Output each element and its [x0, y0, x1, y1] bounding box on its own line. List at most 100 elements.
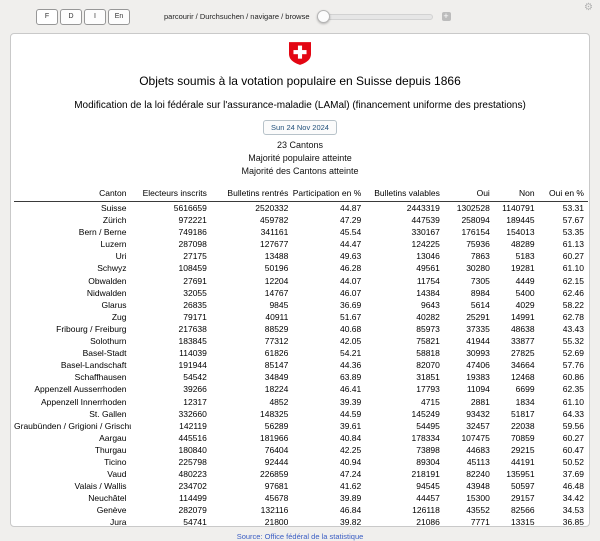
table-cell: 2443319: [406, 203, 440, 213]
table-cell: Basel-Landschaft: [60, 360, 127, 371]
table-cell: 62.78: [562, 311, 584, 322]
table-cell: 19281: [510, 263, 535, 274]
table-cell: 36.69: [339, 299, 362, 310]
table-cell: 183845: [178, 336, 207, 347]
table-row: Genève 282079 132116 46.84 126118 43552 82566 3…: [14, 504, 588, 516]
table-row: Suisse 5616659 2520332 44.87 2443319 1302528 1…: [14, 202, 588, 215]
table-cell: 43948: [466, 481, 490, 492]
table-cell: 44.87: [339, 203, 362, 213]
table-cell: 46.28: [339, 263, 362, 274]
table-cell: 29215: [510, 444, 535, 455]
table-cell: 445516: [178, 432, 207, 443]
table-cell: Nidwalden: [86, 287, 127, 298]
table-cell: 17793: [416, 384, 440, 395]
toolbar: F D I En parcourir / Durchsuchen / navig…: [0, 0, 600, 33]
table-cell: Basel-Stadt: [82, 348, 127, 359]
table-cell: 7305: [470, 275, 490, 286]
cantons-count: 23 Cantons: [276, 140, 324, 150]
table-cell: Valais / Wallis: [74, 481, 127, 492]
table-cell: 62.35: [562, 384, 584, 395]
browse-slider[interactable]: [316, 9, 433, 23]
table-cell: 218191: [411, 469, 440, 480]
date-badge[interactable]: Sun 24 Nov 2024: [263, 120, 337, 135]
table-cell: 54741: [183, 517, 207, 528]
table-header-row: Canton Electeurs inscrits Bulletins rent…: [14, 186, 588, 202]
table-cell: Schwyz: [97, 263, 127, 274]
table-row: Uri 27175 13488 49.63 13046 7863 5183 60.27: [14, 250, 588, 262]
table-cell: 142119: [179, 420, 207, 431]
table-row: Schwyz 108459 50196 46.28 49561 30280 19281 61.…: [14, 262, 588, 274]
table-cell: 226859: [260, 469, 289, 480]
table-cell: 29157: [510, 493, 535, 504]
lang-button-i[interactable]: I: [84, 8, 106, 25]
table-row: Appenzell Innerrhoden 12317 4852 39.39 4715 2…: [14, 396, 588, 408]
page-title: Objets soumis à la votation populaire en…: [139, 74, 461, 88]
table-row: Glarus 26835 9845 36.69 9643 5614 4029 58.22: [14, 299, 588, 311]
table-cell: 41.62: [339, 481, 362, 492]
slider-thumb[interactable]: [316, 9, 330, 23]
table-cell: 258094: [461, 215, 490, 226]
table-cell: 61826: [264, 348, 289, 359]
table-cell: Solothurn: [90, 336, 127, 347]
table-cell: 26835: [183, 299, 207, 310]
table-row: Schaffhausen 54542 34849 63.89 31851 19383 124…: [14, 371, 588, 383]
table-cell: 44.59: [339, 408, 362, 419]
table-row: Aargau 445516 181966 40.84 178334 107475 70859…: [14, 432, 588, 444]
table-row: Jura 54741 21800 39.82 21086 7771 13315 36.85: [14, 516, 588, 528]
table-cell: 12468: [510, 372, 535, 383]
table-cell: 4449: [515, 275, 535, 286]
table-cell: 82566: [510, 505, 535, 516]
table-cell: 45113: [466, 456, 490, 467]
table-cell: 57.67: [562, 215, 584, 226]
table-cell: 178334: [411, 432, 440, 443]
table-cell: 189445: [506, 215, 535, 226]
table-cell: 225798: [178, 456, 207, 467]
swiss-flag-icon: [11, 42, 589, 65]
table-row: Fribourg / Freiburg 217638 88529 40.68 85973…: [14, 323, 588, 335]
table-cell: 45678: [264, 493, 289, 504]
table-cell: 73898: [416, 444, 440, 455]
table-cell: 47406: [466, 360, 490, 371]
table-cell: 21086: [416, 517, 440, 528]
table-cell: 27691: [183, 275, 207, 286]
table-cell: 14991: [510, 311, 535, 322]
table-cell: 64.33: [562, 408, 584, 419]
gear-icon[interactable]: ⚙: [584, 2, 593, 13]
table-row: Bern / Berne 749186 341161 45.54 330167 17615…: [14, 226, 588, 238]
table-cell: 48289: [510, 239, 535, 250]
source-link[interactable]: Source: Office fédéral de la statistique: [236, 531, 364, 541]
table-cell: 76404: [264, 444, 289, 455]
table-cell: 135951: [506, 469, 535, 480]
table-cell: 30993: [466, 348, 490, 359]
lang-button-f[interactable]: F: [36, 8, 58, 25]
majority-cantons-status: Majorité des Cantons atteinte: [241, 166, 359, 176]
table-cell: 176154: [461, 227, 490, 238]
table-cell: 27175: [183, 251, 207, 262]
table-cell: Glarus: [101, 299, 127, 310]
table-cell: 33877: [510, 336, 535, 347]
table-cell: 8984: [470, 287, 490, 298]
table-cell: 60.86: [562, 372, 584, 383]
table-cell: Uri: [115, 251, 127, 262]
lang-button-d[interactable]: D: [60, 8, 82, 25]
table-cell: 114039: [179, 348, 207, 359]
table-row: Obwalden 27691 12204 44.07 11754 7305 4449 62.1…: [14, 275, 588, 287]
table-cell: 27825: [510, 348, 535, 359]
table-cell: 5614: [470, 299, 490, 310]
table-cell: 148325: [260, 408, 289, 419]
table-cell: 36.85: [562, 517, 584, 528]
table-cell: 60.27: [562, 432, 584, 443]
lang-button-en[interactable]: En: [108, 8, 130, 25]
table-cell: 4715: [420, 396, 440, 407]
table-cell: 181966: [260, 432, 289, 443]
zoom-plus-button[interactable]: +: [441, 11, 451, 21]
table-row: Valais / Wallis 234702 97681 41.62 94545 4394…: [14, 480, 588, 492]
table-cell: 61.10: [562, 263, 584, 274]
table-cell: 31851: [416, 372, 440, 383]
table-row: Thurgau 180840 76404 42.25 73898 44683 29215 60…: [14, 444, 588, 456]
table-cell: 59.56: [562, 420, 584, 431]
table-cell: 44.47: [339, 239, 362, 250]
table-row: Luzern 287098 127677 44.47 124225 75936 48289 6…: [14, 238, 588, 250]
table-cell: 108459: [178, 263, 207, 274]
table-cell: 40282: [416, 311, 440, 322]
